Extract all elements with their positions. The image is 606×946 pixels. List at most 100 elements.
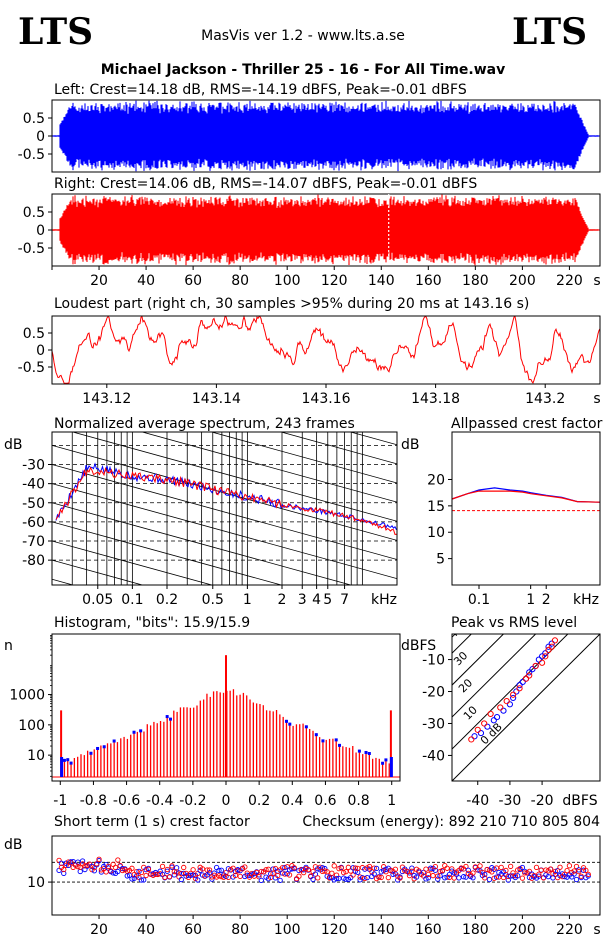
histogram-left-marker — [66, 758, 70, 762]
chart-histogram: Histogram, "bits": 15.9/15.9n100010010-1… — [4, 615, 401, 809]
peakrms-point-1 — [474, 726, 481, 733]
histogram-xtick-label: 0.6 — [314, 793, 336, 809]
histogram-ylabel: n — [4, 638, 13, 654]
shortcrest-point-right — [552, 868, 558, 875]
peakrms-crest-label: 30 — [451, 649, 470, 668]
shortcrest-point-right — [503, 867, 509, 874]
shortcrest-point-right — [463, 863, 469, 870]
right-xtick-label: 120 — [321, 273, 348, 289]
shortcrest-xtick-label: 200 — [509, 922, 536, 938]
shortcrest-point-left — [277, 877, 283, 884]
shortcrest-point-right — [112, 864, 119, 871]
peakrms-ytick-label: -10 — [422, 653, 445, 669]
shortcrest-point-right — [406, 873, 413, 879]
right-xtick-label: 100 — [274, 273, 301, 289]
shortcrest-xtick-label: 120 — [321, 922, 348, 938]
shortcrest-point-left — [77, 868, 83, 875]
peakrms-point-1 — [526, 672, 533, 679]
right-xtick-label: 60 — [184, 273, 202, 289]
peakrms-point-0 — [529, 666, 536, 673]
spectrum-slope-line — [210, 432, 397, 484]
spectrum-xtick-label: 4 — [312, 592, 321, 608]
shortcrest-point-right — [362, 875, 368, 882]
shortcrest-point-right — [96, 856, 102, 862]
shortcrest-point-right — [425, 871, 431, 878]
histogram-ytick-label: 10 — [27, 748, 45, 764]
shortcrest-point-right — [202, 873, 208, 879]
loudest-xtick-label: 143.2 — [525, 391, 565, 407]
waveform-right: Right: Crest=14.06 dB, RMS=-14.07 dBFS, … — [18, 176, 601, 289]
shortcrest-point-right — [538, 867, 544, 873]
spectrum-xunit-label: kHz — [371, 592, 397, 608]
allpass-xtick-label: 1 — [526, 592, 535, 608]
shortcrest-point-right — [105, 863, 112, 869]
shortcrest-point-left — [390, 871, 396, 878]
peakrms-point-0 — [490, 717, 497, 724]
shortcrest-point-right — [564, 867, 570, 874]
spectrum-xtick-label: 0.05 — [82, 592, 113, 608]
peakrms-point-1 — [503, 698, 510, 705]
spectrum-slope-line — [52, 540, 214, 585]
shortcrest-xtick-label: 80 — [231, 922, 249, 938]
shortcrest-point-right — [352, 865, 359, 871]
shortcrest-point-right — [242, 864, 248, 870]
shortcrest-point-left — [505, 877, 511, 883]
shortcrest-point-left — [216, 867, 222, 874]
chart-loudest-part: Loudest part (right ch, 30 samples >95% … — [18, 296, 601, 407]
spectrum-xtick-label: 5 — [323, 592, 332, 608]
right-xtick-label: 220 — [556, 273, 583, 289]
shortcrest-xunit-label: s — [593, 922, 600, 938]
peakrms-point-1 — [545, 646, 552, 654]
spectrum-slope-line — [71, 432, 397, 522]
shortcrest-point-right — [557, 864, 563, 870]
peakrms-point-0 — [484, 723, 491, 730]
spectrum-slope-line — [52, 502, 353, 585]
peakrms-point-0 — [500, 707, 507, 714]
peakrms-point-0 — [516, 682, 523, 689]
histogram-left-marker — [89, 751, 93, 755]
shortcrest-point-right — [409, 868, 415, 874]
shortcrest-point-right — [258, 868, 264, 875]
loudest-frame — [51, 315, 601, 385]
shortcrest-point-right — [338, 865, 344, 871]
peakrms-point-1 — [468, 736, 475, 743]
right-xtick-label: 80 — [231, 273, 249, 289]
histogram-left-marker — [357, 749, 361, 753]
histogram-xtick-label: 1 — [387, 793, 396, 809]
loudest-xunit-label: s — [593, 391, 600, 407]
shortcrest-point-right — [533, 864, 540, 870]
allpass-xunit-label: kHz — [573, 592, 599, 608]
allpass-ytick-label: 20 — [427, 472, 445, 488]
histogram-left-marker — [304, 725, 308, 729]
checksum-text: Checksum (energy): 892 210 710 805 804 — [302, 814, 600, 830]
peakrms-point-0 — [538, 653, 546, 660]
spectrum-ytick-label: -50 — [22, 496, 45, 512]
shortcrest-point-left — [61, 870, 67, 877]
shortcrest-point-left — [373, 865, 380, 872]
shortcrest-point-left — [432, 867, 439, 873]
histogram-left-marker — [384, 758, 388, 762]
allpass-ytick-label: 10 — [427, 525, 445, 541]
loudest-ytick-label: 0 — [36, 343, 45, 359]
loudest-xtick-label: 143.12 — [82, 391, 131, 407]
shortcrest-point-right — [536, 871, 542, 877]
shortcrest-point-right — [470, 870, 476, 876]
shortcrest-point-right — [519, 875, 526, 881]
peakrms-point-1 — [510, 691, 517, 698]
shortcrest-point-right — [498, 864, 504, 870]
shortcrest-point-left — [211, 870, 217, 876]
shortcrest-point-right — [507, 863, 514, 870]
shortcrest-xtick-label: 20 — [90, 922, 108, 938]
shortcrest-point-right — [566, 863, 573, 869]
spectrum-xtick-label: 0.5 — [202, 592, 224, 608]
shortcrest-xtick-label: 220 — [556, 922, 583, 938]
peakrms-crest-label: 20 — [456, 676, 475, 695]
histogram-left-marker — [62, 758, 66, 762]
histogram-left-marker — [288, 722, 292, 726]
histogram-xtick-label: -0.4 — [146, 793, 173, 809]
histogram-xtick-label: -0.8 — [80, 793, 107, 809]
histogram-left-marker — [112, 739, 116, 743]
spectrum-slope-line — [52, 464, 397, 560]
shortcrest-point-right — [324, 869, 330, 875]
